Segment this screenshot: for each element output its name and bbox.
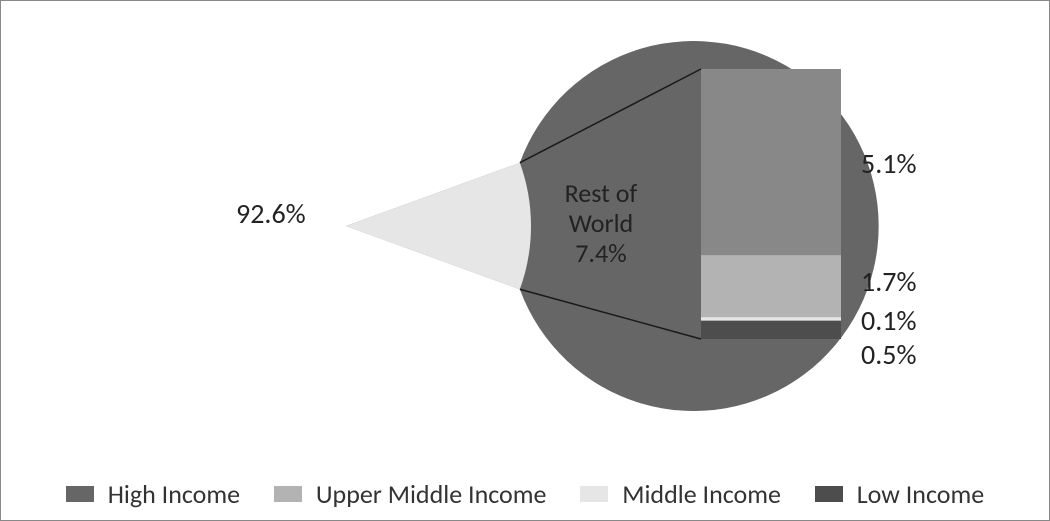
legend-item-low: Low Income xyxy=(815,475,984,510)
pie-main-label: 92.6% xyxy=(236,196,306,231)
wedge-label-line2: World xyxy=(569,207,633,239)
legend-swatch-upper-middle xyxy=(274,486,302,502)
wedge-label-line3: 7.4% xyxy=(575,237,627,269)
legend: High Income Upper Middle Income Middle I… xyxy=(1,475,1049,510)
legend-label-middle: Middle Income xyxy=(622,478,781,510)
legend-swatch-middle xyxy=(580,486,608,502)
chart-frame: 92.6% Rest of World 7.4% 5.1% 1.7% 0.1% … xyxy=(0,0,1050,521)
legend-swatch-high xyxy=(66,486,94,502)
bar-label-high: 5.1% xyxy=(861,146,916,181)
bar-of-pie-chart xyxy=(1,1,1049,461)
legend-swatch-low xyxy=(815,486,843,502)
wedge-label-line1: Rest of xyxy=(565,177,638,209)
legend-item-upper-middle: Upper Middle Income xyxy=(274,475,546,510)
bar-label-upper-middle: 1.7% xyxy=(861,264,916,299)
legend-label-low: Low Income xyxy=(857,478,984,510)
bar-label-low: 0.5% xyxy=(861,337,916,372)
legend-label-high: High Income xyxy=(108,478,240,510)
legend-item-middle: Middle Income xyxy=(580,475,781,510)
bar-label-middle: 0.1% xyxy=(861,303,916,338)
legend-item-high: High Income xyxy=(66,475,240,510)
legend-label-upper-middle: Upper Middle Income xyxy=(316,478,547,510)
pie-wedge-label: Rest of World 7.4% xyxy=(546,179,656,269)
